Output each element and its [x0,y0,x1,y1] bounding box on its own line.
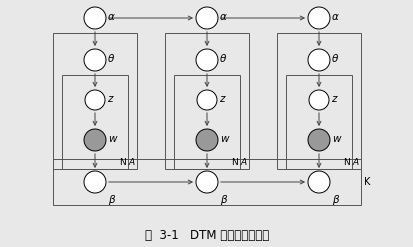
Text: α: α [219,12,226,22]
Text: A: A [128,158,135,167]
Bar [276,33,360,169]
Circle shape [307,171,329,193]
Circle shape [195,49,218,71]
Text: w: w [219,134,228,144]
Circle shape [84,7,106,29]
Text: θ: θ [108,54,114,64]
Circle shape [84,49,106,71]
Circle shape [307,49,329,71]
Bar [53,33,137,169]
Text: z: z [218,94,224,104]
Text: N: N [119,158,126,167]
Text: w: w [108,134,116,144]
Text: β: β [219,195,226,205]
Circle shape [308,90,328,110]
Circle shape [307,129,329,151]
Circle shape [195,171,218,193]
Bar [165,33,248,169]
Text: β: β [331,195,338,205]
Bar [173,75,240,169]
Text: K: K [363,177,370,187]
Circle shape [195,129,218,151]
Text: N: N [342,158,349,167]
Circle shape [84,129,106,151]
Circle shape [307,7,329,29]
Text: N: N [231,158,237,167]
Circle shape [195,7,218,29]
Circle shape [85,90,105,110]
Bar [62,75,128,169]
Bar [53,159,360,205]
Bar [285,75,351,169]
Text: θ: θ [219,54,226,64]
Text: z: z [107,94,112,104]
Text: α: α [331,12,338,22]
Text: α: α [108,12,114,22]
Text: z: z [330,94,336,104]
Text: A: A [352,158,358,167]
Text: 图  3-1   DTM 模型原理示意图: 图 3-1 DTM 模型原理示意图 [145,228,268,242]
Text: A: A [240,158,247,167]
Circle shape [84,171,106,193]
Circle shape [197,90,216,110]
Text: θ: θ [331,54,337,64]
Text: β: β [108,195,114,205]
Text: w: w [331,134,339,144]
